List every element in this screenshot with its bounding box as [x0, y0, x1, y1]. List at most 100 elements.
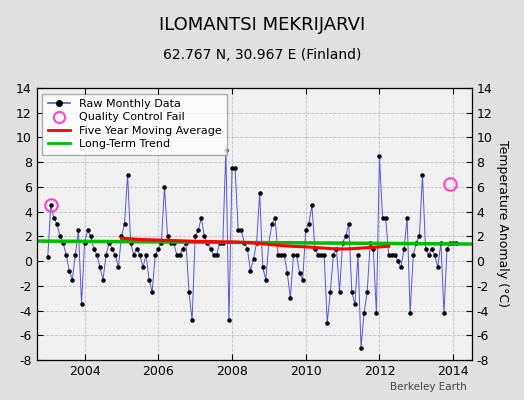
Point — [412, 239, 420, 246]
Point — [289, 252, 298, 258]
Point — [231, 165, 239, 172]
Point — [117, 233, 126, 240]
Point — [363, 289, 372, 295]
Point — [286, 295, 294, 301]
Point — [124, 171, 132, 178]
Point — [372, 310, 380, 316]
Point — [436, 239, 445, 246]
Point — [154, 246, 162, 252]
Point — [323, 320, 331, 326]
Point — [219, 239, 227, 246]
Point — [446, 239, 454, 246]
Point — [59, 239, 67, 246]
Point — [86, 233, 95, 240]
Point — [335, 289, 344, 295]
Point — [421, 246, 430, 252]
Point — [256, 190, 264, 196]
Point — [188, 317, 196, 324]
Point — [339, 239, 347, 246]
Point — [142, 252, 150, 258]
Point — [102, 252, 110, 258]
Point — [191, 233, 199, 240]
Point — [258, 264, 267, 270]
Point — [90, 246, 98, 252]
Point — [80, 239, 89, 246]
Point — [93, 252, 101, 258]
Point — [240, 239, 248, 246]
Point — [56, 233, 64, 240]
Point — [296, 270, 304, 277]
Point — [351, 301, 359, 308]
Point — [210, 252, 218, 258]
Point — [197, 215, 205, 221]
Legend: Raw Monthly Data, Quality Control Fail, Five Year Moving Average, Long-Term Tren: Raw Monthly Data, Quality Control Fail, … — [42, 94, 227, 155]
Point — [163, 233, 172, 240]
Point — [311, 246, 319, 252]
Point — [394, 258, 402, 264]
Point — [400, 246, 408, 252]
Point — [176, 252, 184, 258]
Point — [253, 239, 261, 246]
Point — [301, 227, 310, 233]
Point — [133, 246, 141, 252]
Point — [203, 239, 212, 246]
Point — [397, 264, 405, 270]
Text: ILOMANTSI MEKRIJARVI: ILOMANTSI MEKRIJARVI — [159, 16, 365, 34]
Point — [78, 301, 86, 308]
Point — [317, 252, 325, 258]
Point — [268, 221, 276, 227]
Point — [354, 252, 362, 258]
Point — [418, 171, 427, 178]
Point — [314, 252, 322, 258]
Point — [96, 264, 104, 270]
Point — [443, 246, 451, 252]
Point — [452, 239, 461, 246]
Point — [345, 221, 353, 227]
Point — [160, 184, 169, 190]
Point — [308, 202, 316, 209]
Point — [369, 246, 377, 252]
Point — [53, 221, 61, 227]
Point — [185, 289, 193, 295]
Point — [292, 252, 301, 258]
Point — [449, 239, 457, 246]
Point — [212, 252, 221, 258]
Point — [105, 239, 113, 246]
Point — [121, 221, 129, 227]
Point — [126, 239, 135, 246]
Point — [151, 252, 159, 258]
Point — [172, 252, 181, 258]
Point — [237, 227, 245, 233]
Point — [167, 239, 175, 246]
Point — [431, 252, 439, 258]
Point — [342, 233, 350, 240]
Point — [388, 252, 396, 258]
Point — [277, 252, 286, 258]
Point — [375, 153, 384, 159]
Point — [74, 227, 83, 233]
Point — [234, 227, 243, 233]
Point — [347, 289, 356, 295]
Point — [179, 246, 187, 252]
Point — [62, 252, 70, 258]
Point — [332, 246, 341, 252]
Point — [424, 252, 433, 258]
Y-axis label: Temperature Anomaly (°C): Temperature Anomaly (°C) — [496, 140, 509, 308]
Point — [280, 252, 288, 258]
Point — [329, 252, 337, 258]
Point — [206, 246, 215, 252]
Point — [136, 252, 144, 258]
Point — [366, 239, 375, 246]
Point — [129, 252, 138, 258]
Point — [65, 268, 73, 274]
Point — [71, 252, 80, 258]
Text: Berkeley Earth: Berkeley Earth — [390, 382, 466, 392]
Point — [68, 276, 77, 283]
Point — [215, 239, 224, 246]
Point — [381, 215, 390, 221]
Point — [265, 239, 273, 246]
Point — [360, 310, 368, 316]
Point — [228, 165, 236, 172]
Point — [148, 289, 156, 295]
Point — [274, 252, 282, 258]
